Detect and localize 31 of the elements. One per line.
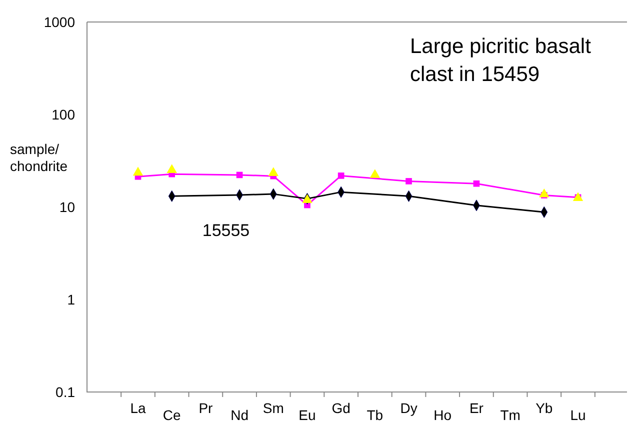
series-label: 15555 [202,221,250,240]
x-tick-label: Ho [434,407,452,421]
x-tick-label: Eu [298,407,316,421]
x-tick-label: La [130,400,146,416]
x-tick-label: Er [469,400,484,416]
x-tick-label: Ce [162,407,182,421]
x-tick-label: Dy [400,400,418,416]
x-tick-label: Yb [536,400,553,416]
point [473,180,480,187]
x-tick-label: Gd [332,400,350,416]
x-tick-label: Tm [500,407,520,421]
point [166,164,177,173]
x-tick-label: Pr [198,400,214,416]
point [268,167,278,176]
point [539,188,550,198]
y-tick-label: 0.1 [56,384,76,400]
x-tick-label: Tb [366,407,384,421]
point [338,172,344,179]
x-tick-label: Nd [230,407,248,421]
point [406,178,412,184]
x-tick-label: Sm [262,400,284,416]
text: Large picritic basalt clast in 15459 [410,35,592,86]
y-tick-label: 1000 [44,14,76,30]
y-axis-title: sample/ chondrite [10,141,68,174]
y-tick-label: 10 [59,199,76,215]
y-tick-label: 100 [52,106,76,122]
x-tick-label: Lu [570,407,586,421]
point [236,172,243,178]
point [370,169,380,178]
y-tick-label: 1 [67,292,76,308]
point [132,166,144,176]
